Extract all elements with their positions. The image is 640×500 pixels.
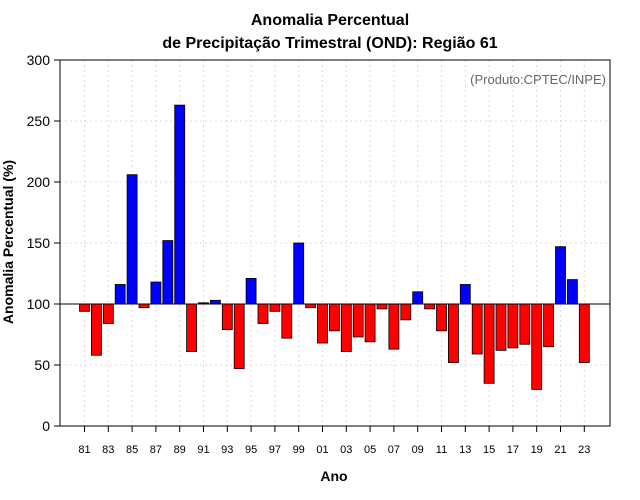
bar-19 — [531, 303, 543, 390]
x-tick-label: 87 — [150, 444, 162, 456]
x-tick-label: 99 — [293, 444, 305, 456]
x-tick-label: 81 — [78, 444, 90, 456]
y-axis: 0 50 100 150 200 250 300 — [27, 52, 60, 434]
x-tick-label: 01 — [316, 444, 328, 456]
y-tick-label: 300 — [27, 52, 51, 68]
x-tick-label: 85 — [126, 444, 138, 456]
bar-15 — [483, 303, 495, 384]
bar-97 — [269, 303, 281, 312]
y-axis-label: Anomalia Percentual (%) — [0, 160, 16, 324]
bar-84 — [114, 284, 126, 305]
bar-98 — [281, 303, 293, 339]
bar-87 — [150, 281, 162, 305]
bar-88 — [162, 240, 174, 305]
y-tick-label: 150 — [27, 235, 51, 251]
bar-93 — [221, 303, 233, 331]
bar-04 — [352, 303, 364, 338]
x-tick-label: 93 — [221, 444, 233, 456]
x-tick-label: 19 — [531, 444, 543, 456]
x-tick-label: 23 — [578, 444, 590, 456]
bar-11 — [436, 303, 447, 332]
x-tick-label: 17 — [507, 444, 519, 456]
bar-95 — [245, 277, 257, 305]
bar-00 — [305, 303, 317, 309]
bar-09 — [412, 291, 424, 305]
bar-12 — [447, 303, 459, 363]
source-annotation: (Produto:CPTEC/INPE) — [470, 72, 606, 87]
chart-title-line2: de Precipitação Trimestral (OND): Região… — [162, 35, 497, 52]
bar-07 — [388, 303, 400, 350]
bar-86 — [138, 303, 150, 309]
bar-05 — [364, 303, 376, 343]
y-tick-label: 0 — [42, 418, 50, 434]
bar-92 — [209, 299, 221, 305]
x-tick-label: 83 — [102, 444, 114, 456]
y-tick-label: 100 — [27, 296, 51, 312]
bar-83 — [102, 303, 114, 324]
bar-23 — [578, 303, 590, 363]
x-tick-label: 11 — [436, 444, 447, 456]
bar-89 — [174, 104, 186, 305]
x-tick-label: 05 — [364, 444, 376, 456]
x-tick-label: 95 — [245, 444, 257, 456]
y-tick-label: 250 — [27, 113, 51, 129]
x-axis: 81 83 85 87 89 91 93 95 97 99 01 03 05 07 09 11 13 15 17 19… — [78, 426, 590, 456]
bar-22 — [567, 279, 578, 305]
chart-title-line1: Anomalia Percentual — [251, 12, 409, 29]
x-axis-label: Ano — [320, 468, 347, 484]
bar-16 — [495, 303, 507, 351]
bar-96 — [257, 303, 269, 324]
y-tick-label: 200 — [27, 174, 51, 190]
bar-94 — [233, 303, 245, 370]
bar-18 — [519, 303, 531, 345]
bar-14 — [471, 303, 483, 355]
x-tick-label: 97 — [269, 444, 281, 456]
bar-99 — [293, 242, 305, 305]
bar-13 — [459, 284, 471, 305]
bar-08 — [400, 303, 412, 321]
grid-layer — [60, 59, 610, 427]
bar-21 — [555, 246, 566, 305]
bar-06 — [376, 303, 388, 310]
x-tick-label: 03 — [340, 444, 352, 456]
x-tick-label: 13 — [459, 444, 471, 456]
x-tick-label: 15 — [483, 444, 495, 456]
x-tick-label: 07 — [388, 444, 400, 456]
bar-17 — [507, 303, 519, 349]
bar-82 — [91, 303, 102, 356]
bar-01 — [317, 303, 328, 344]
bar-02 — [328, 303, 340, 332]
x-tick-label: 91 — [197, 444, 209, 456]
x-tick-label: 89 — [174, 444, 186, 456]
bars-layer — [79, 104, 590, 390]
x-tick-label: 09 — [412, 444, 424, 456]
y-tick-label: 50 — [34, 357, 50, 373]
bar-90 — [186, 303, 198, 352]
bar-81 — [79, 303, 90, 312]
bar-10 — [424, 303, 436, 310]
bar-20 — [543, 303, 554, 348]
bar-85 — [126, 174, 138, 305]
bar-03 — [340, 303, 352, 352]
x-tick-label: 21 — [554, 444, 566, 456]
